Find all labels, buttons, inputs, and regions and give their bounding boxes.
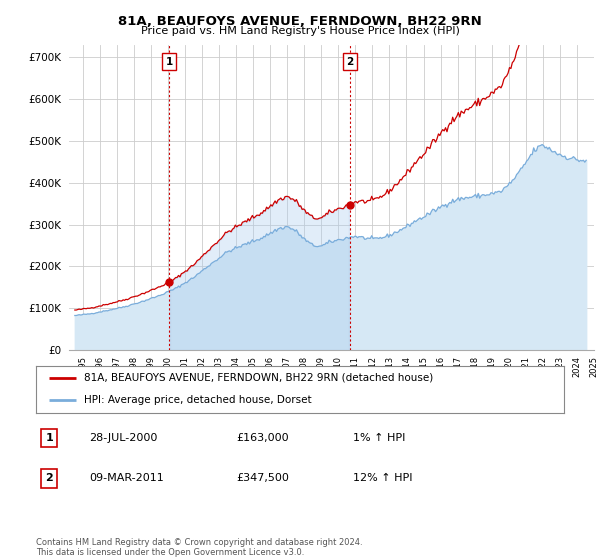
Text: 28-JUL-2000: 28-JUL-2000 <box>89 433 157 443</box>
Text: 2: 2 <box>346 57 353 67</box>
Text: £163,000: £163,000 <box>236 433 289 443</box>
Text: £347,500: £347,500 <box>236 474 290 483</box>
Text: 12% ↑ HPI: 12% ↑ HPI <box>353 474 412 483</box>
Text: 09-MAR-2011: 09-MAR-2011 <box>89 474 164 483</box>
Text: Price paid vs. HM Land Registry's House Price Index (HPI): Price paid vs. HM Land Registry's House … <box>140 26 460 36</box>
Text: 1: 1 <box>166 57 173 67</box>
Text: 2: 2 <box>46 474 53 483</box>
Text: HPI: Average price, detached house, Dorset: HPI: Average price, detached house, Dors… <box>83 395 311 405</box>
Text: 81A, BEAUFOYS AVENUE, FERNDOWN, BH22 9RN (detached house): 81A, BEAUFOYS AVENUE, FERNDOWN, BH22 9RN… <box>83 373 433 383</box>
Text: 81A, BEAUFOYS AVENUE, FERNDOWN, BH22 9RN: 81A, BEAUFOYS AVENUE, FERNDOWN, BH22 9RN <box>118 15 482 27</box>
Text: Contains HM Land Registry data © Crown copyright and database right 2024.
This d: Contains HM Land Registry data © Crown c… <box>36 538 362 557</box>
Text: 1% ↑ HPI: 1% ↑ HPI <box>353 433 405 443</box>
Text: 1: 1 <box>46 433 53 443</box>
